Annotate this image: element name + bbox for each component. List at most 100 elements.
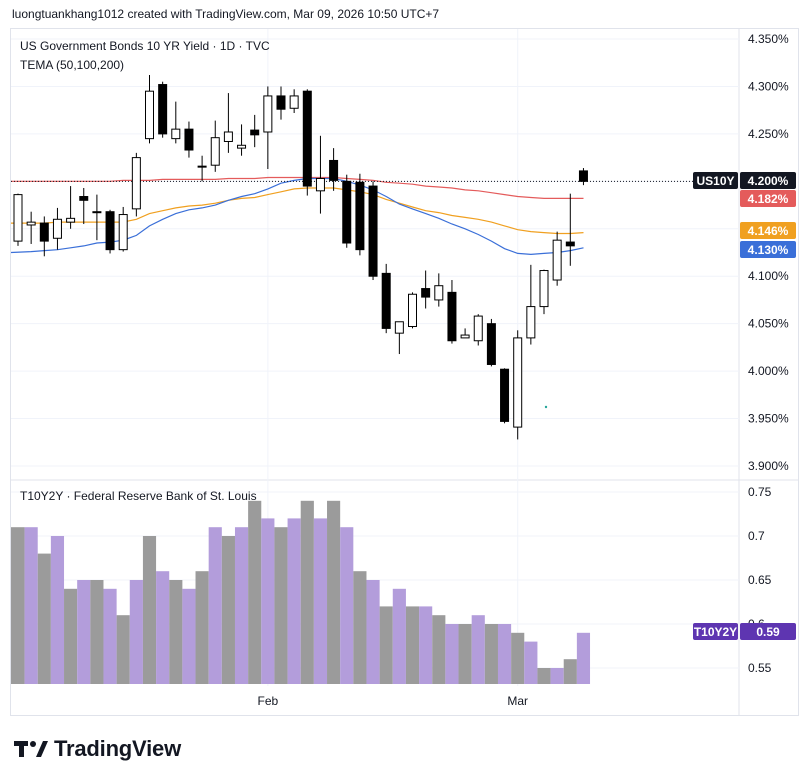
candle[interactable] (105, 209, 115, 254)
t10y2y-bar[interactable] (537, 668, 551, 684)
candle[interactable] (539, 269, 549, 315)
candle[interactable] (565, 193, 575, 266)
t10y2y-bar[interactable] (419, 606, 433, 684)
t10y2y-bar[interactable] (24, 527, 38, 684)
candle[interactable] (513, 330, 523, 440)
t10y2y-bar[interactable] (576, 632, 591, 684)
candle[interactable] (250, 114, 260, 148)
candle[interactable] (315, 135, 325, 214)
candle[interactable] (171, 101, 181, 144)
candle[interactable] (526, 264, 536, 345)
t10y2y-bar[interactable] (471, 615, 485, 684)
t10y2y-bar[interactable] (392, 588, 406, 684)
candle[interactable] (394, 321, 404, 355)
candle-body (289, 95, 299, 109)
candle[interactable] (355, 173, 365, 256)
last-value-badge-value: 4.182% (748, 192, 789, 206)
t10y2y-bar[interactable] (484, 624, 498, 684)
t10y2y-bar[interactable] (366, 580, 380, 684)
price-tick-label: 4.350% (748, 32, 789, 46)
t10y2y-bar[interactable] (287, 518, 301, 684)
t10y2y-bar[interactable] (327, 500, 341, 684)
t10y2y-bar[interactable] (142, 536, 157, 684)
t10y2y-bar[interactable] (169, 580, 183, 684)
candle[interactable] (408, 292, 417, 329)
t10y2y-bar[interactable] (550, 668, 564, 684)
t10y2y-bar[interactable] (208, 527, 222, 684)
candle-body (263, 95, 273, 133)
t10y2y-bar[interactable] (90, 580, 104, 684)
candle-body (118, 214, 128, 251)
t10y2y-bar[interactable] (221, 536, 235, 684)
tradingview-logo[interactable]: TradingView (14, 736, 181, 762)
candle[interactable] (447, 280, 457, 344)
candle[interactable] (92, 194, 102, 241)
candle[interactable] (289, 89, 299, 114)
t10y2y-bar[interactable] (524, 641, 538, 684)
candle[interactable] (197, 155, 207, 182)
candle[interactable] (500, 368, 510, 424)
candle[interactable] (210, 120, 220, 172)
t10y2y-bar[interactable] (340, 527, 354, 684)
t10y2y-bar[interactable] (379, 606, 393, 684)
candle-body (447, 291, 457, 342)
candle[interactable] (237, 124, 247, 156)
t10y2y-bar[interactable] (405, 606, 420, 684)
t10y2y-bar[interactable] (64, 588, 78, 684)
t10y2y-bar[interactable] (511, 632, 525, 684)
candle-body (92, 211, 102, 214)
t10y2y-bar[interactable] (563, 659, 577, 684)
candle[interactable] (578, 168, 588, 186)
candle[interactable] (145, 75, 154, 144)
t10y2y-bar[interactable] (432, 615, 446, 684)
candle[interactable] (184, 121, 194, 158)
candle[interactable] (158, 81, 168, 138)
candle[interactable] (460, 328, 470, 339)
t10y2y-bar[interactable] (300, 500, 314, 684)
t10y2y-bar[interactable] (77, 580, 91, 684)
t10y2y-bar[interactable] (116, 615, 130, 684)
candle[interactable] (66, 186, 76, 229)
candle[interactable] (552, 231, 562, 286)
t10y2y-title: T10Y2Y · Federal Reserve Bank of St. Lou… (20, 489, 257, 503)
t10y2y-bar[interactable] (182, 588, 196, 684)
candle[interactable] (381, 263, 391, 334)
t10y2y-bar[interactable] (261, 518, 275, 684)
candle-body (500, 368, 510, 422)
candle[interactable] (276, 86, 286, 120)
candle[interactable] (329, 148, 339, 191)
candle[interactable] (131, 152, 141, 217)
candle[interactable] (79, 187, 89, 225)
t10y2y-bar[interactable] (234, 527, 249, 684)
candle[interactable] (434, 273, 444, 307)
t10y2y-bar[interactable] (248, 500, 262, 684)
candle[interactable] (223, 93, 233, 153)
t10y2y-bar[interactable] (129, 580, 143, 684)
candle[interactable] (368, 181, 378, 281)
candle[interactable] (13, 193, 23, 246)
candle[interactable] (486, 318, 496, 367)
candle[interactable] (52, 207, 62, 250)
t10y2y-bar[interactable] (497, 624, 512, 684)
t10y2y-bar[interactable] (11, 527, 25, 684)
candle[interactable] (118, 206, 128, 252)
candle[interactable] (421, 270, 431, 309)
candle[interactable] (302, 89, 312, 196)
t10y2y-bar[interactable] (195, 571, 209, 684)
t10y2y-bar[interactable] (37, 553, 51, 684)
candle[interactable] (39, 216, 49, 257)
candle[interactable] (26, 211, 36, 244)
t10y2y-bar[interactable] (458, 624, 472, 684)
candle[interactable] (342, 174, 352, 248)
t10y2y-bar[interactable] (353, 571, 367, 684)
candle[interactable] (473, 314, 483, 346)
time-axis-label: Mar (507, 694, 528, 708)
t10y2y-bar[interactable] (103, 588, 117, 684)
t10y2y-bar[interactable] (445, 624, 459, 684)
t10y2y-bar[interactable] (274, 527, 288, 684)
t10y2y-bar[interactable] (50, 536, 65, 684)
t10y2y-bar[interactable] (313, 518, 328, 684)
candle[interactable] (263, 86, 273, 169)
t10y2y-bar[interactable] (156, 571, 170, 684)
